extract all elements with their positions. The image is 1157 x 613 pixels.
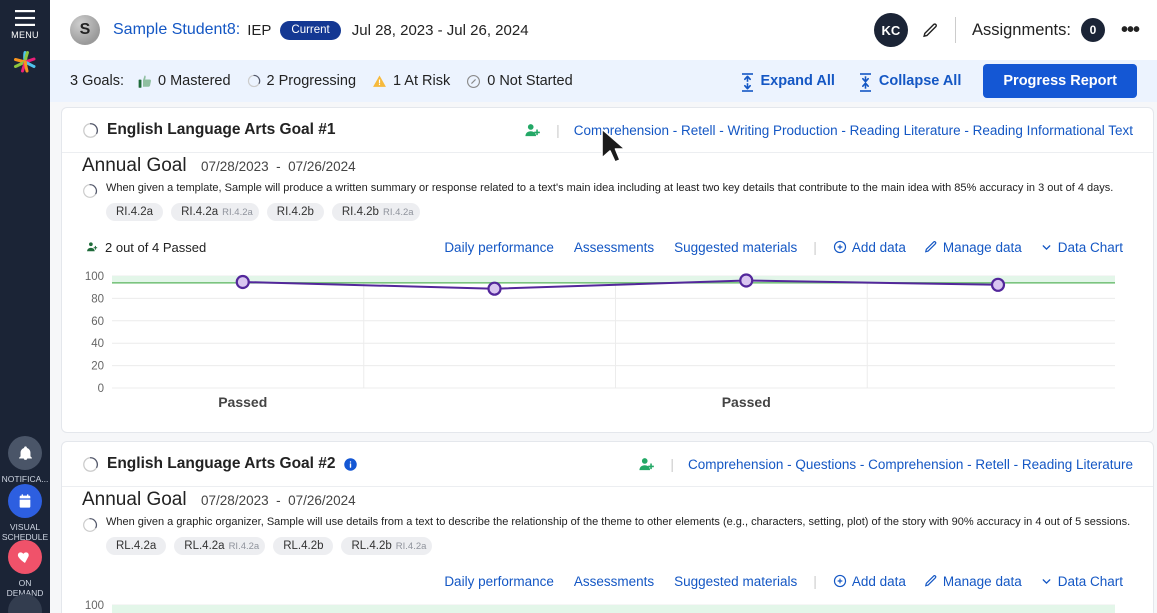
svg-text:20: 20: [91, 361, 104, 373]
svg-text:100: 100: [85, 600, 104, 612]
svg-text:Passed: Passed: [218, 394, 267, 410]
svg-text:100: 100: [85, 271, 104, 283]
svg-text:0: 0: [98, 383, 104, 395]
svg-text:Passed: Passed: [722, 394, 771, 410]
svg-text:60: 60: [91, 316, 104, 328]
svg-text:40: 40: [91, 338, 104, 350]
svg-text:80: 80: [91, 293, 104, 305]
